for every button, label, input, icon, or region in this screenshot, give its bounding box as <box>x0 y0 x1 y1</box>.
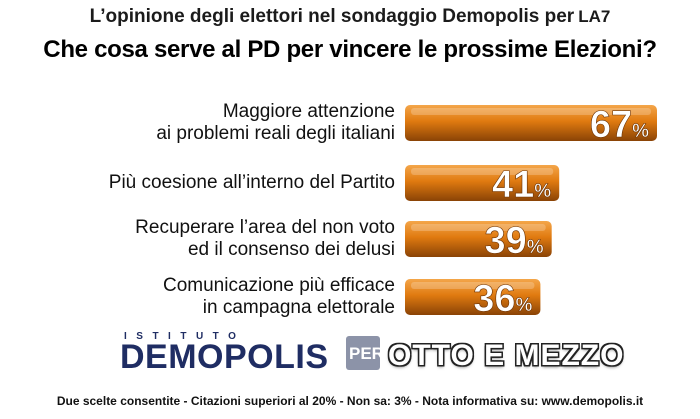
istituto-text: ISTITUTO <box>124 331 246 342</box>
bar-4 <box>405 279 541 315</box>
bar-highlight-3 <box>411 224 546 231</box>
otto-e-mezzo-logo: OTTO E MEZZO <box>388 339 625 372</box>
category-label-4: Comunicazione più efficace in campagna el… <box>55 275 395 319</box>
category-label-2: Più coesione all’interno del Partito <box>55 172 395 194</box>
bar-1 <box>405 105 657 141</box>
category-label-1: Maggiore attenzione ai problemi reali deg… <box>55 101 395 145</box>
value-label-3: 39% <box>484 220 543 262</box>
bar-highlight-1 <box>411 108 651 115</box>
category-label-line: ai problemi reali degli italiani <box>156 123 395 144</box>
value-label-2: 41% <box>492 164 551 206</box>
category-label-3: Recuperare l’area del non voto ed il cons… <box>55 217 395 261</box>
per-text: PER <box>349 344 384 363</box>
demopolis-logo: DEMOPOLIS <box>120 338 329 376</box>
survey-subtitle: L’opinione degli elettori nel sondaggio … <box>0 6 700 28</box>
chart-title: Che cosa serve al PD per vincere le pros… <box>43 36 657 63</box>
category-label-line: Maggiore attenzione <box>222 101 395 122</box>
bar-2 <box>405 165 560 201</box>
value-label-4: 36% <box>473 278 532 320</box>
category-label-line: in campagna elettorale <box>202 297 395 318</box>
bar-3 <box>405 221 552 257</box>
category-label-line: Più coesione all’interno del Partito <box>108 172 395 193</box>
bar-highlight-4 <box>411 282 535 289</box>
footer-note: Due scelte consentite - Citazioni superi… <box>56 394 644 408</box>
category-label-line: ed il consenso dei delusi <box>187 239 395 260</box>
logos: ISTITUTO DEMOPOLIS PER OTTO E MEZZO <box>0 327 700 387</box>
value-label-1: 67% <box>590 104 649 146</box>
category-label-line: Recuperare l’area del non voto <box>135 217 395 238</box>
per-badge <box>346 336 380 370</box>
la7-brand: LA7 <box>578 7 611 26</box>
category-label-line: Comunicazione più efficace <box>162 275 395 296</box>
bar-highlight-2 <box>411 168 554 175</box>
subtitle-text: L’opinione degli elettori nel sondaggio … <box>89 6 575 27</box>
